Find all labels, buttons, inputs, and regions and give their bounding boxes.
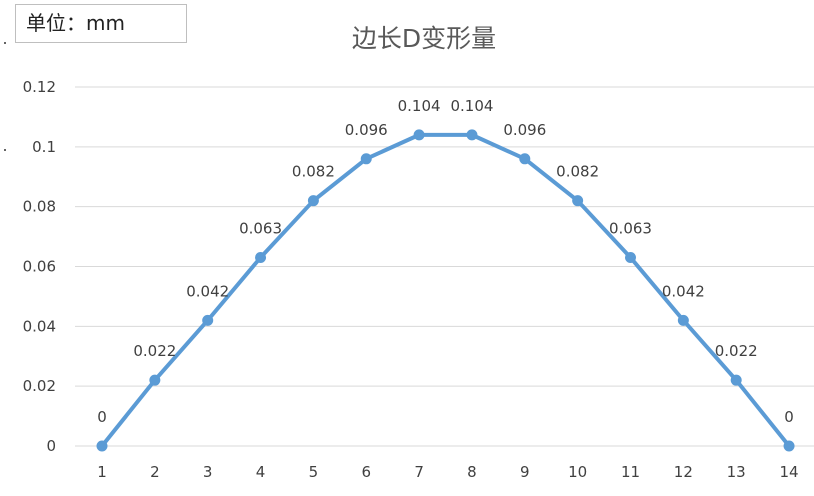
data-label: 0.104 [450,97,493,115]
data-point [519,153,531,165]
y-tick-label: 0.12 [23,78,56,96]
data-label: 0.063 [609,220,652,238]
x-tick-label: 1 [97,463,107,481]
series [96,129,795,452]
data-label: 0.082 [556,163,599,181]
x-tick-label: 14 [780,463,799,481]
data-label: 0 [784,408,794,426]
data-point [783,440,795,452]
data-point [677,314,689,326]
data-point [149,374,161,386]
y-tick-label: 0.1 [32,138,56,156]
x-tick-label: 3 [203,463,213,481]
x-tick-label: 11 [621,463,640,481]
y-tick-label: 0.06 [23,258,56,276]
data-point [413,129,425,141]
x-tick-label: 9 [520,463,530,481]
y-axis-ticks: 0 0.02 0.04 0.06 0.08 0.1 0.12 [23,78,56,455]
y-tick-label: 0.02 [23,377,56,395]
data-label: 0.022 [133,342,176,360]
data-point [255,252,267,264]
data-point [730,374,742,386]
data-label: 0.096 [503,121,546,139]
data-point [572,195,584,207]
data-point [307,195,319,207]
data-point [466,129,478,141]
x-tick-label: 5 [309,463,319,481]
data-labels: 0 0.022 0.042 0.063 0.082 0.096 0.104 0.104 0.09… [97,97,794,426]
data-point [625,252,636,264]
data-label: 0.096 [345,121,388,139]
x-tick-label: 13 [727,463,746,481]
data-label: 0 [97,408,107,426]
x-tick-label: 7 [414,463,424,481]
x-axis-ticks: 1 2 3 4 5 6 7 8 9 10 11 12 13 14 [97,463,798,481]
x-tick-label: 6 [361,463,371,481]
data-label: 0.063 [239,220,282,238]
data-label: 0.042 [186,282,229,300]
x-tick-label: 8 [467,463,477,481]
unit-label: 单位：mm [15,4,187,43]
y-tick-label: 0.04 [23,317,56,335]
stray-mark [4,149,6,151]
data-label: 0.042 [662,282,705,300]
x-tick-label: 12 [674,463,693,481]
series-line [100,132,792,448]
x-tick-label: 10 [568,463,587,481]
data-label: 0.104 [398,97,441,115]
data-point [202,314,214,326]
y-tick-label: 0.08 [23,198,56,216]
y-tick-label: 0 [46,437,56,455]
data-point [360,153,372,165]
data-label: 0.082 [292,163,335,181]
data-label: 0.022 [715,342,758,360]
stray-mark [4,42,6,44]
data-point [96,440,108,452]
x-tick-label: 2 [150,463,160,481]
x-tick-label: 4 [256,463,266,481]
chart-title: 边长D变形量 [352,24,496,53]
gridlines [75,86,814,447]
